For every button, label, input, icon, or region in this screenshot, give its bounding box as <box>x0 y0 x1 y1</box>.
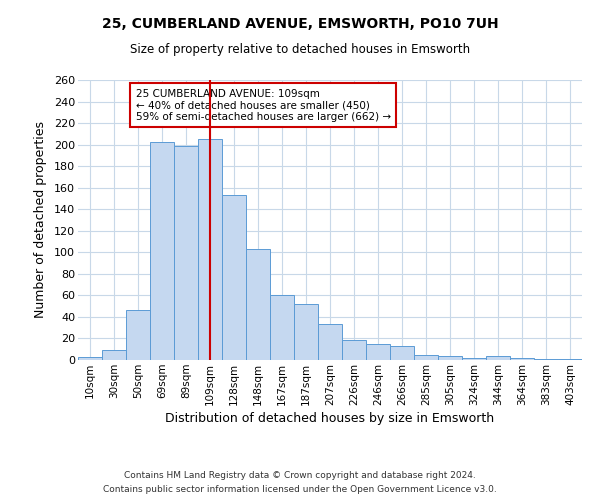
Bar <box>294 304 318 360</box>
Bar <box>126 310 150 360</box>
Y-axis label: Number of detached properties: Number of detached properties <box>34 122 47 318</box>
Bar <box>102 350 126 360</box>
Bar <box>174 146 198 360</box>
Bar <box>78 357 102 360</box>
Bar <box>510 358 534 360</box>
Bar <box>534 359 558 360</box>
Text: 25 CUMBERLAND AVENUE: 109sqm
← 40% of detached houses are smaller (450)
59% of s: 25 CUMBERLAND AVENUE: 109sqm ← 40% of de… <box>136 88 391 122</box>
Bar <box>366 344 390 360</box>
Bar <box>462 358 486 360</box>
X-axis label: Distribution of detached houses by size in Emsworth: Distribution of detached houses by size … <box>166 412 494 425</box>
Text: Contains HM Land Registry data © Crown copyright and database right 2024.: Contains HM Land Registry data © Crown c… <box>124 472 476 480</box>
Bar <box>414 354 438 360</box>
Bar <box>390 346 414 360</box>
Text: Size of property relative to detached houses in Emsworth: Size of property relative to detached ho… <box>130 42 470 56</box>
Bar <box>318 324 342 360</box>
Text: 25, CUMBERLAND AVENUE, EMSWORTH, PO10 7UH: 25, CUMBERLAND AVENUE, EMSWORTH, PO10 7U… <box>101 18 499 32</box>
Bar <box>222 195 246 360</box>
Bar <box>198 139 222 360</box>
Bar <box>438 356 462 360</box>
Bar <box>486 356 510 360</box>
Bar <box>150 142 174 360</box>
Bar <box>342 340 366 360</box>
Text: Contains public sector information licensed under the Open Government Licence v3: Contains public sector information licen… <box>103 484 497 494</box>
Bar <box>558 359 582 360</box>
Bar <box>270 296 294 360</box>
Bar <box>246 249 270 360</box>
